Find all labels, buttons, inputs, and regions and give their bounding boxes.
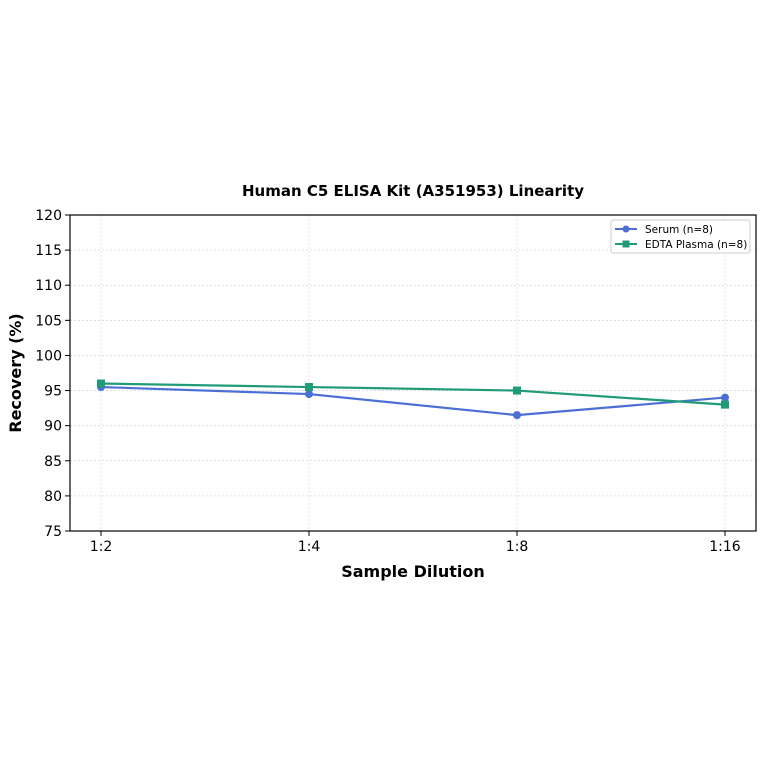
x-tick-label: 1:16: [709, 539, 741, 555]
y-tick-label: 90: [44, 419, 62, 435]
grid: [70, 214, 756, 532]
y-axis-label: Recovery (%): [6, 313, 25, 432]
plot-area-frame: [69, 214, 757, 532]
series-line-serum: [100, 385, 726, 417]
y-tick-label: 110: [35, 278, 62, 294]
y-tick-label: 80: [44, 489, 62, 505]
x-tick-label: 1:4: [298, 539, 321, 555]
data-point-serum: [721, 393, 729, 402]
x-axis-label: Sample Dilution: [341, 562, 485, 581]
data-point-edta-plasma: [97, 379, 105, 388]
chart-title: Human C5 ELISA Kit (A351953) Linearity: [242, 182, 584, 200]
y-tick-label: 85: [44, 454, 62, 470]
y-tick-label: 95: [44, 384, 62, 400]
y-tick-label: 100: [35, 348, 62, 364]
series-lines: [97, 379, 729, 420]
legend-marker-edta-plasma: [622, 240, 630, 248]
legend-label-serum: Serum (n=8): [645, 224, 713, 236]
data-point-serum: [513, 411, 521, 420]
y-tick-label: 115: [35, 243, 62, 259]
legend-label-edta-plasma: EDTA Plasma (n=8): [645, 239, 747, 251]
y-tick-label: 75: [44, 524, 62, 540]
data-point-edta-plasma: [305, 383, 313, 392]
x-tick-label: 1:2: [90, 539, 113, 555]
axis-ticks: 75 80 85 90 95 100 105 110 115 120 1:2 1:4 1:8 1:16: [35, 208, 741, 555]
data-point-edta-plasma: [513, 386, 521, 395]
x-tick-label: 1:8: [506, 539, 529, 555]
data-point-edta-plasma: [721, 400, 729, 409]
y-tick-label: 105: [35, 313, 62, 329]
series-line-edta-plasma: [100, 382, 726, 406]
legend-marker-serum: [622, 225, 630, 233]
legend: Serum (n=8) EDTA Plasma (n=8): [610, 219, 751, 254]
legend-box: [610, 219, 751, 254]
y-tick-label: 120: [35, 208, 62, 224]
data-point-serum: [305, 390, 313, 399]
